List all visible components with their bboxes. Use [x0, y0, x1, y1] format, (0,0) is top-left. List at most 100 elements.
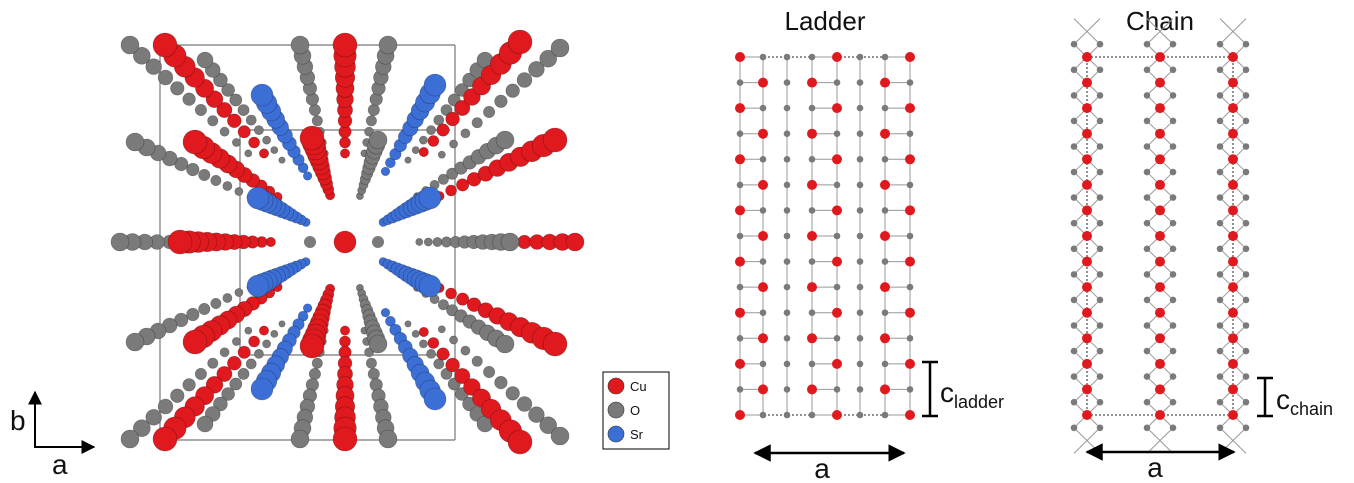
atom — [1082, 103, 1092, 113]
atom — [419, 275, 441, 297]
atom — [1097, 322, 1104, 329]
atom — [832, 205, 842, 215]
atom — [238, 368, 249, 379]
atom — [111, 233, 129, 251]
atom — [543, 128, 567, 152]
atom — [263, 340, 271, 348]
atom — [372, 236, 384, 248]
atom — [153, 427, 177, 451]
atom — [758, 180, 768, 190]
atom — [907, 182, 914, 189]
atom — [303, 172, 312, 181]
atom — [223, 181, 232, 190]
atom — [1144, 41, 1151, 48]
atom — [334, 231, 356, 253]
atom — [834, 284, 841, 291]
atom — [905, 52, 915, 62]
atom — [807, 231, 817, 241]
atom — [246, 115, 256, 125]
atom — [1144, 271, 1151, 278]
atom — [784, 361, 791, 368]
ladder-structure — [735, 52, 915, 420]
atom — [424, 388, 446, 410]
atom — [857, 412, 864, 419]
atom — [271, 330, 278, 337]
atom — [187, 163, 200, 176]
atom — [517, 73, 532, 88]
atom — [1097, 194, 1104, 201]
atom — [857, 79, 864, 86]
atom — [760, 156, 767, 163]
atom — [1097, 425, 1104, 432]
atom — [807, 333, 817, 343]
atom — [1155, 154, 1165, 164]
figure: b a CuOSr Ladder a cladder Chain a cchai… — [0, 0, 1354, 483]
atom — [1243, 348, 1250, 355]
atom — [254, 126, 263, 135]
atom — [496, 335, 514, 353]
atom — [168, 230, 192, 254]
atom — [1097, 271, 1104, 278]
atom — [1082, 410, 1092, 420]
atom — [220, 127, 229, 136]
atom — [1155, 359, 1165, 369]
atom — [1170, 169, 1177, 176]
atom — [211, 298, 221, 308]
atom — [882, 207, 889, 214]
atom — [735, 205, 745, 215]
atom — [857, 361, 864, 368]
atom — [1243, 143, 1250, 150]
atom — [208, 116, 218, 126]
atom — [882, 54, 889, 61]
atom — [456, 179, 468, 191]
atom — [882, 361, 889, 368]
atom — [784, 54, 791, 61]
atom — [279, 157, 285, 163]
atom — [1170, 297, 1177, 304]
atom — [438, 151, 445, 158]
atom — [857, 309, 864, 316]
atom — [235, 187, 243, 195]
atom — [1228, 103, 1238, 113]
atom — [1144, 220, 1151, 227]
atom — [834, 233, 841, 240]
atom — [735, 103, 745, 113]
atom — [760, 309, 767, 316]
atom — [737, 386, 744, 393]
atom — [1243, 67, 1250, 74]
atom — [171, 82, 185, 96]
atom — [1170, 220, 1177, 227]
atom — [1243, 194, 1250, 201]
atom — [758, 282, 768, 292]
atom — [1228, 359, 1238, 369]
atom — [333, 33, 357, 57]
atom — [508, 430, 532, 454]
atom — [784, 284, 791, 291]
atom — [905, 103, 915, 113]
atom — [857, 258, 864, 265]
atom — [857, 207, 864, 214]
atom — [758, 231, 768, 241]
atom — [1228, 231, 1238, 241]
atom — [880, 129, 890, 139]
atom — [309, 368, 320, 379]
atom — [1217, 399, 1224, 406]
atom — [737, 182, 744, 189]
atom — [880, 384, 890, 394]
atom — [238, 105, 249, 116]
atom — [1243, 41, 1250, 48]
atom — [784, 412, 791, 419]
atom — [121, 36, 139, 54]
atom — [266, 237, 275, 246]
atom — [807, 282, 817, 292]
atom — [379, 430, 397, 448]
atom — [1228, 257, 1238, 267]
atom — [1082, 384, 1092, 394]
atom — [1243, 373, 1250, 380]
atom — [419, 327, 428, 336]
legend-swatch — [608, 402, 624, 418]
atom — [882, 258, 889, 265]
atom — [238, 346, 250, 358]
atom — [1097, 169, 1104, 176]
atom — [832, 154, 842, 164]
